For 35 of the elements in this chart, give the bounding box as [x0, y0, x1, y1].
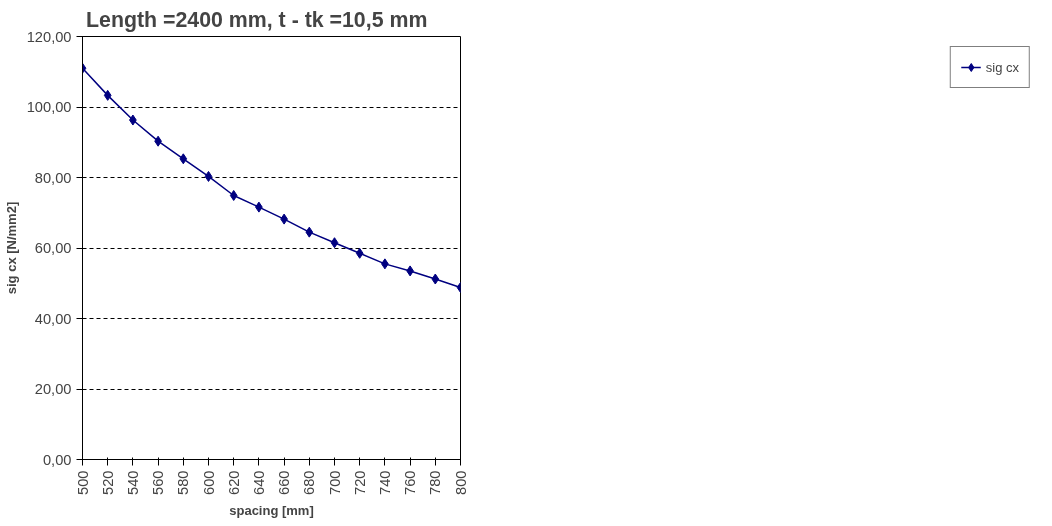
y-axis-title: sig cx [N/mm2] — [3, 201, 19, 295]
point — [204, 170, 213, 182]
y-tick-label: 40,00 — [34, 310, 72, 327]
x-tick-label: 600 — [200, 470, 217, 495]
x-tick-label: 780 — [427, 470, 444, 495]
y-tick-label: 100,00 — [26, 99, 72, 115]
x-tick-label: 700 — [326, 470, 343, 495]
y-tick-label: 0,00 — [42, 451, 72, 468]
y-tick-label: 80,00 — [34, 169, 72, 186]
x-tick-label: 680 — [301, 470, 318, 495]
x-tick-label: 620 — [225, 470, 242, 495]
x-tick-label: 580 — [175, 470, 192, 495]
point — [305, 226, 314, 238]
x-tick-label: 740 — [376, 470, 393, 495]
x-tick-label: 800 — [452, 470, 469, 495]
x-tick-label: 760 — [402, 470, 419, 495]
x-tick-label: 520 — [99, 470, 116, 495]
x-tick-label: 500 — [74, 470, 91, 495]
point — [179, 153, 188, 165]
point — [431, 273, 440, 285]
x-tick-label: 660 — [276, 470, 293, 495]
x-axis-title: spacing [mm] — [229, 502, 314, 518]
point — [229, 189, 238, 201]
point — [355, 247, 364, 259]
point — [103, 89, 112, 101]
legend-label: sig cx — [985, 59, 1019, 75]
x-tick-label: 720 — [351, 470, 368, 495]
x-tick-label: 540 — [124, 470, 141, 495]
x-tick-label: 640 — [250, 470, 267, 495]
chart-title: Length =2400 mm, t - tk =10,5 mm — [86, 7, 428, 32]
x-tick-label: 560 — [150, 470, 167, 495]
y-tick-label: 60,00 — [34, 240, 72, 256]
y-tick-label: 20,00 — [34, 381, 72, 397]
y-tick-label: 120,00 — [26, 28, 72, 45]
point — [330, 237, 339, 249]
